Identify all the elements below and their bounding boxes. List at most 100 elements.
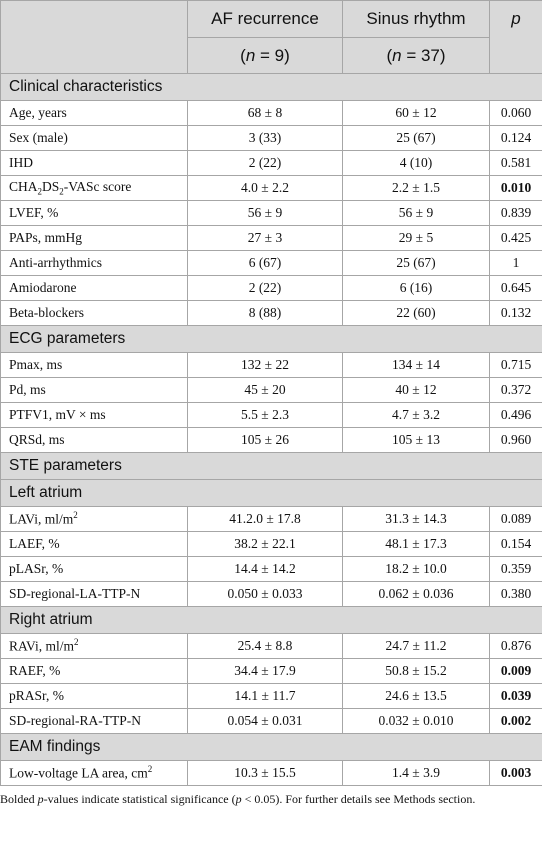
- sinus-value: 56 ± 9: [342, 200, 490, 226]
- data-row: Anti-arrhythmics 6 (67) 25 (67) 1: [0, 250, 542, 276]
- data-row: SD-regional-RA-TTP-N 0.054 ± 0.031 0.032 ±…: [0, 708, 542, 734]
- table-body: Clinical characteristics Age, years 68 ± 8…: [0, 73, 542, 786]
- row-label: SD-regional-RA-TTP-N: [0, 708, 188, 734]
- text: LAEF, %: [9, 536, 60, 551]
- data-row: Beta-blockers 8 (88) 22 (60) 0.132: [0, 300, 542, 326]
- af-value: 105 ± 26: [187, 427, 343, 453]
- italic: p: [235, 792, 242, 806]
- data-row: QRSd, ms 105 ± 26 105 ± 13 0.960: [0, 427, 542, 453]
- row-label: QRSd, ms: [0, 427, 188, 453]
- p-header: p: [511, 9, 521, 28]
- header-row: AF recurrence Sinus rhythm p: [0, 0, 542, 74]
- row-label: PAPs, mmHg: [0, 225, 188, 251]
- subscript: 2: [59, 186, 64, 197]
- af-value: 14.1 ± 11.7: [187, 683, 343, 709]
- p-value: 0.132: [489, 300, 542, 326]
- text: SD-regional-LA-TTP-N: [9, 586, 141, 601]
- data-row: CHA2DS2-VASc score 4.0 ± 2.2 2.2 ± 1.5 0.01…: [0, 175, 542, 201]
- text: Anti-arrhythmics: [9, 255, 102, 270]
- row-label: Pmax, ms: [0, 352, 188, 378]
- superscript: 2: [73, 637, 79, 648]
- text: IHD: [9, 155, 33, 170]
- text: DS: [42, 179, 60, 195]
- p-value: 0.581: [489, 150, 542, 176]
- sinus-value: 50.8 ± 15.2: [342, 658, 490, 684]
- af-value: 8 (88): [187, 300, 343, 326]
- text: Age, years: [9, 105, 67, 120]
- af-value: 0.050 ± 0.033: [187, 581, 343, 607]
- data-row: Age, years 68 ± 8 60 ± 12 0.060: [0, 100, 542, 126]
- p-value: 0.009: [489, 658, 542, 684]
- text: -values indicate statistical significanc…: [43, 792, 236, 806]
- section-title: EAM findings: [0, 733, 542, 761]
- footnote: Bolded p-values indicate statistical sig…: [0, 786, 542, 808]
- p-value: 0.359: [489, 556, 542, 582]
- p-value: 0.425: [489, 225, 542, 251]
- data-row: LVEF, % 56 ± 9 56 ± 9 0.839: [0, 200, 542, 226]
- header-cell: Sinus rhythm: [342, 0, 490, 38]
- header-cell: AF recurrence: [187, 0, 343, 38]
- af-value: 3 (33): [187, 125, 343, 151]
- text: (: [240, 45, 246, 65]
- sinus-value: 24.6 ± 13.5: [342, 683, 490, 709]
- sinus-value: 24.7 ± 11.2: [342, 633, 490, 659]
- p-value: 0.060: [489, 100, 542, 126]
- text: PTFV1, mV × ms: [9, 407, 106, 422]
- italic: p: [37, 792, 44, 806]
- af-value: 56 ± 9: [187, 200, 343, 226]
- p-value: 0.010: [489, 175, 542, 201]
- section-row: Right atrium: [0, 606, 542, 634]
- superscript: 2: [73, 510, 78, 521]
- p-value: 0.154: [489, 531, 542, 557]
- af-value: 132 ± 22: [187, 352, 343, 378]
- p-value: 0.876: [489, 633, 542, 659]
- row-label: SD-regional-LA-TTP-N: [0, 581, 188, 607]
- row-label: LVEF, %: [0, 200, 188, 226]
- row-label: LAEF, %: [0, 531, 188, 557]
- data-row: Pmax, ms 132 ± 22 134 ± 14 0.715: [0, 352, 542, 378]
- row-label: Pd, ms: [0, 377, 188, 403]
- p-value: 0.960: [489, 427, 542, 453]
- text: LVEF, %: [9, 205, 59, 220]
- header-cell: (n = 9): [187, 37, 343, 74]
- data-row: Amiodarone 2 (22) 6 (16) 0.645: [0, 275, 542, 301]
- af-value: 14.4 ± 14.2: [187, 556, 343, 582]
- text: Low-voltage LA area, cm: [9, 765, 148, 781]
- af-value: 27 ± 3: [187, 225, 343, 251]
- p-value: 0.372: [489, 377, 542, 403]
- af-value: 41.2.0 ± 17.8: [187, 506, 343, 532]
- p-value: 0.039: [489, 683, 542, 709]
- row-label: pLASr, %: [0, 556, 188, 582]
- text: Pmax, ms: [9, 357, 63, 372]
- section-title: Left atrium: [0, 479, 542, 507]
- header-cell: (n = 37): [342, 37, 490, 74]
- row-label: Beta-blockers: [0, 300, 188, 326]
- data-row: LAEF, % 38.2 ± 22.1 48.1 ± 17.3 0.154: [0, 531, 542, 557]
- af-value: 4.0 ± 2.2: [187, 175, 343, 201]
- text: RAVi, ml/m: [9, 638, 74, 654]
- af-value: 34.4 ± 17.9: [187, 658, 343, 684]
- text: Pd, ms: [9, 382, 46, 397]
- p-value: 0.003: [489, 760, 542, 786]
- row-label: Anti-arrhythmics: [0, 250, 188, 276]
- superscript: 2: [147, 764, 153, 775]
- af-value: 38.2 ± 22.1: [187, 531, 343, 557]
- row-label: Amiodarone: [0, 275, 188, 301]
- text: pRASr, %: [9, 688, 64, 703]
- text: -VASc score: [63, 179, 132, 195]
- row-label: Sex (male): [0, 125, 188, 151]
- data-table: AF recurrence Sinus rhythm p (n = 9) (n …: [0, 0, 542, 786]
- section-row: ECG parameters: [0, 325, 542, 353]
- text: < 0.05). For further details see Methods…: [241, 792, 476, 806]
- italic: n: [245, 45, 256, 65]
- row-label: CHA2DS2-VASc score: [0, 175, 188, 201]
- text: Beta-blockers: [9, 305, 84, 320]
- af-value: 68 ± 8: [187, 100, 343, 126]
- text: = 37): [401, 45, 446, 65]
- row-label: Age, years: [0, 100, 188, 126]
- section-title: STE parameters: [0, 452, 542, 480]
- row-label: Low-voltage LA area, cm2: [0, 760, 188, 786]
- p-value: 0.715: [489, 352, 542, 378]
- sinus-value: 22 (60): [342, 300, 490, 326]
- af-value: 6 (67): [187, 250, 343, 276]
